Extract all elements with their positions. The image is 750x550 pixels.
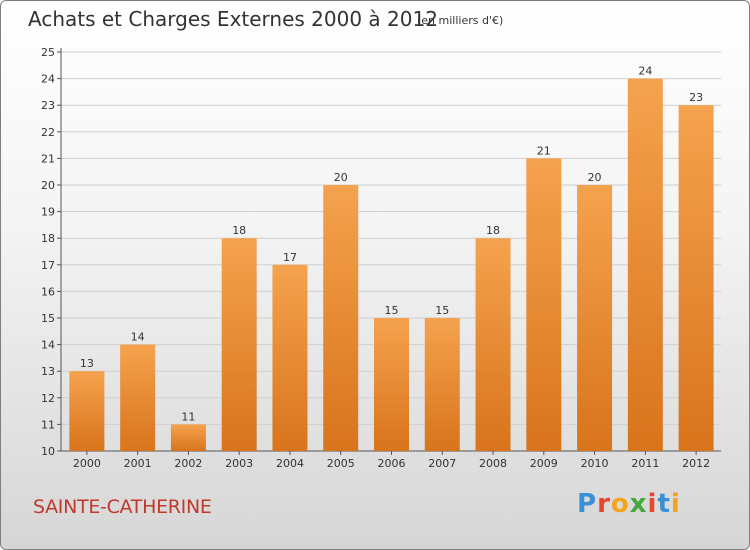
bar	[272, 264, 308, 451]
x-tick-label: 2002	[174, 457, 202, 470]
data-label: 13	[80, 357, 94, 370]
data-label: 20	[588, 171, 602, 184]
bar	[69, 371, 105, 451]
data-label: 11	[181, 410, 195, 423]
data-label: 24	[638, 65, 652, 78]
commune-name: SAINTE-CATHERINE	[33, 496, 212, 518]
x-tick-label: 2005	[327, 457, 355, 470]
data-label: 21	[537, 144, 551, 157]
bar	[526, 158, 562, 451]
logo-letter: i	[647, 489, 658, 519]
y-tick-label: 25	[41, 46, 55, 59]
y-tick-label: 23	[41, 99, 55, 112]
data-label: 18	[232, 224, 246, 237]
data-label: 23	[689, 91, 703, 104]
bar	[577, 185, 613, 451]
x-tick-label: 2001	[124, 457, 152, 470]
y-tick-label: 24	[41, 73, 55, 86]
y-tick-label: 22	[41, 126, 55, 139]
bar	[221, 238, 257, 451]
data-labels: 13 14 11 18 17 20 15 15 18 21 20 24 23	[80, 65, 703, 424]
bar	[374, 318, 409, 451]
y-tick-label: 10	[41, 445, 55, 458]
y-tick-label: 19	[41, 206, 55, 219]
data-label: 18	[486, 224, 500, 237]
chart-title: Achats et Charges Externes 2000 à 2012	[28, 7, 438, 31]
logo-letter: x	[629, 489, 648, 519]
unit-note: (en milliers d'€)	[417, 14, 504, 27]
x-tick-label: 2007	[428, 457, 456, 470]
data-label: 15	[435, 304, 449, 317]
data-label: 17	[283, 251, 297, 264]
x-tick-label: 2008	[479, 457, 507, 470]
bar	[678, 105, 714, 451]
logo-letter: i	[670, 489, 681, 519]
y-tick-label: 15	[41, 312, 55, 325]
x-tick-label: 2010	[581, 457, 609, 470]
bar	[120, 344, 156, 451]
proxiti-logo: Proxiti	[577, 489, 681, 519]
y-tick-label: 13	[41, 365, 55, 378]
bar	[475, 238, 511, 451]
y-tick-label: 12	[41, 392, 55, 405]
x-tick-label: 2004	[276, 457, 304, 470]
x-tick-label: 2012	[682, 457, 710, 470]
y-tick-label: 11	[41, 418, 55, 431]
bar	[323, 185, 359, 451]
y-tick-label: 20	[41, 179, 55, 192]
logo-letter: r	[597, 489, 611, 519]
data-label: 20	[334, 171, 348, 184]
bars	[69, 78, 714, 451]
y-tick-label: 16	[41, 285, 55, 298]
x-tick-label: 2006	[378, 457, 406, 470]
x-tick-label: 2003	[225, 457, 253, 470]
y-tick-label: 17	[41, 259, 55, 272]
data-label: 14	[131, 331, 145, 344]
data-label: 15	[385, 304, 399, 317]
x-tick-label: 2009	[530, 457, 558, 470]
y-tick-label: 18	[41, 232, 55, 245]
x-tick-label: 2011	[631, 457, 659, 470]
bar	[627, 78, 663, 451]
bar	[424, 318, 460, 451]
logo-letter: t	[657, 489, 671, 519]
x-tick-label: 2000	[73, 457, 101, 470]
y-tick-label: 14	[41, 339, 55, 352]
logo-letter: P	[577, 489, 598, 519]
logo-letter: o	[610, 489, 630, 519]
bar	[170, 424, 206, 451]
y-tick-label: 21	[41, 152, 55, 165]
